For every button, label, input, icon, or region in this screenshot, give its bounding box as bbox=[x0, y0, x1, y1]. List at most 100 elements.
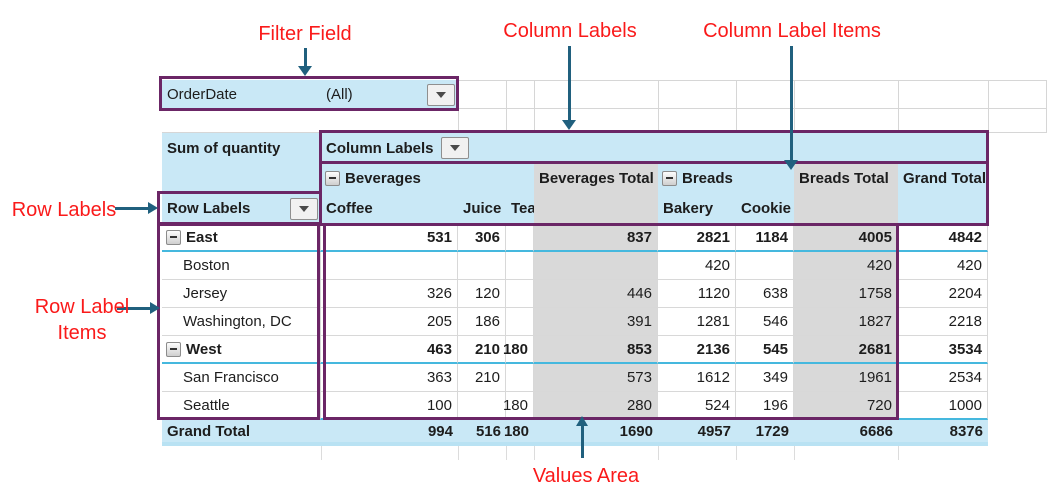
column-group-breads-total[interactable]: Breads Total bbox=[794, 163, 898, 193]
cell-jersey-grand-total[interactable]: 2204 bbox=[898, 280, 988, 308]
grand-total-row-label[interactable]: Grand Total bbox=[162, 420, 321, 446]
cell-grandtotal-tea[interactable]: 180 bbox=[504, 420, 534, 446]
cell-washington-coffee[interactable]: 205 bbox=[321, 308, 458, 336]
empty-header-cell[interactable] bbox=[534, 193, 658, 224]
column-item-coffee[interactable]: Coffee bbox=[321, 193, 458, 224]
cell-jersey-coffee[interactable]: 326 bbox=[321, 280, 458, 308]
cell-seattle-coffee[interactable]: 100 bbox=[321, 392, 458, 420]
cell-seattle-bakery[interactable]: 524 bbox=[658, 392, 736, 420]
cell-grandtotal-cookie[interactable]: 1729 bbox=[736, 420, 794, 446]
cell-sf-juice[interactable]: 210 bbox=[458, 364, 506, 392]
cell-washington-grand-total[interactable]: 2218 bbox=[898, 308, 988, 336]
row-labels-dropdown-button[interactable] bbox=[290, 197, 318, 220]
cell-grandtotal-beverages-total[interactable]: 1690 bbox=[534, 420, 658, 446]
cell-jersey-bakery[interactable]: 1120 bbox=[658, 280, 736, 308]
row-item-west[interactable]: West bbox=[162, 336, 321, 364]
column-labels-header-cell[interactable]: Column Labels bbox=[321, 133, 988, 163]
cell-boston-beverages-total[interactable] bbox=[534, 252, 658, 280]
cell-west-coffee[interactable]: 463 bbox=[321, 336, 458, 364]
cell-sf-bakery[interactable]: 1612 bbox=[658, 364, 736, 392]
cell-washington-cookie[interactable]: 546 bbox=[736, 308, 794, 336]
collapse-icon[interactable] bbox=[662, 170, 677, 186]
cell-grandtotal-bakery[interactable]: 4957 bbox=[658, 420, 736, 446]
cell-sf-coffee[interactable]: 363 bbox=[321, 364, 458, 392]
row-item-jersey[interactable]: Jersey bbox=[162, 280, 321, 308]
cell-seattle-grand-total[interactable]: 1000 bbox=[898, 392, 988, 420]
cell-grandtotal-breads-total[interactable]: 6686 bbox=[794, 420, 898, 446]
cell-boston-coffee[interactable] bbox=[321, 252, 458, 280]
cell-seattle-breads-total[interactable]: 720 bbox=[794, 392, 898, 420]
row-item-east[interactable]: East bbox=[162, 224, 321, 252]
cell-sf-cookie[interactable]: 349 bbox=[736, 364, 794, 392]
cell-seattle-tea[interactable]: 180 bbox=[503, 392, 534, 420]
cell-jersey-juice[interactable]: 120 bbox=[458, 280, 506, 308]
cell-grandtotal-coffee[interactable]: 994 bbox=[321, 420, 458, 446]
empty-header-cell[interactable] bbox=[794, 193, 898, 224]
row-item-seattle[interactable]: Seattle bbox=[162, 392, 321, 420]
cell-east-breads-total[interactable]: 4005 bbox=[794, 224, 898, 252]
cell-west-juice[interactable]: 210 bbox=[458, 336, 506, 364]
cell-washington-beverages-total[interactable]: 391 bbox=[534, 308, 658, 336]
cell-west-grand-total[interactable]: 3534 bbox=[898, 336, 988, 364]
cell-east-juice[interactable]: 306 bbox=[458, 224, 506, 252]
cell-boston-grand-total[interactable]: 420 bbox=[898, 252, 988, 280]
empty-header-cell[interactable] bbox=[162, 163, 321, 193]
cell-west-tea[interactable]: 180 bbox=[503, 336, 534, 364]
gridline bbox=[658, 80, 659, 133]
column-item-bakery[interactable]: Bakery bbox=[658, 193, 736, 224]
cell-washington-juice[interactable]: 186 bbox=[458, 308, 506, 336]
cell-east-grand-total[interactable]: 4842 bbox=[898, 224, 988, 252]
column-labels-dropdown-button[interactable] bbox=[440, 137, 469, 159]
filter-field-cell[interactable]: OrderDate bbox=[162, 80, 321, 109]
cell-east-beverages-total[interactable]: 837 bbox=[534, 224, 658, 252]
column-group-grand-total[interactable]: Grand Total bbox=[898, 163, 988, 193]
cell-west-beverages-total[interactable]: 853 bbox=[534, 336, 658, 364]
row-labels-header-cell[interactable]: Row Labels bbox=[162, 193, 321, 224]
cell-jersey-cookie[interactable]: 638 bbox=[736, 280, 794, 308]
cell-east-bakery[interactable]: 2821 bbox=[658, 224, 736, 252]
cell-seattle-beverages-total[interactable]: 280 bbox=[534, 392, 658, 420]
cell-sf-grand-total[interactable]: 2534 bbox=[898, 364, 988, 392]
column-group-beverages[interactable]: Beverages bbox=[321, 163, 534, 193]
collapse-icon[interactable] bbox=[325, 170, 340, 186]
cell-sf-breads-total[interactable]: 1961 bbox=[794, 364, 898, 392]
cell-west-breads-total[interactable]: 2681 bbox=[794, 336, 898, 364]
gridline bbox=[321, 446, 322, 460]
cell-jersey-beverages-total[interactable]: 446 bbox=[534, 280, 658, 308]
cell-boston-bakery[interactable]: 420 bbox=[658, 252, 736, 280]
collapse-icon[interactable] bbox=[166, 341, 181, 357]
cell-boston-breads-total[interactable]: 420 bbox=[794, 252, 898, 280]
cell-east-coffee[interactable]: 531 bbox=[321, 224, 458, 252]
cell-grandtotal-juice[interactable]: 516 bbox=[458, 420, 506, 446]
cell-west-cookie[interactable]: 545 bbox=[736, 336, 794, 364]
column-group-breads[interactable]: Breads bbox=[658, 163, 794, 193]
column-item-tea[interactable]: Tea bbox=[506, 193, 536, 224]
cell-grandtotal-grand-total[interactable]: 8376 bbox=[898, 420, 988, 446]
row-item-san-francisco[interactable]: San Francisco bbox=[162, 364, 321, 392]
cell-washington-tea[interactable] bbox=[506, 308, 534, 336]
cell-sf-tea[interactable] bbox=[506, 364, 534, 392]
values-field-header-cell[interactable]: Sum of quantity bbox=[162, 133, 321, 163]
column-item-juice[interactable]: Juice bbox=[458, 193, 506, 224]
empty-header-cell[interactable] bbox=[898, 193, 988, 224]
cell-east-cookie[interactable]: 1184 bbox=[736, 224, 794, 252]
cell-seattle-juice[interactable] bbox=[458, 392, 506, 420]
cell-boston-juice[interactable] bbox=[458, 252, 506, 280]
cell-washington-bakery[interactable]: 1281 bbox=[658, 308, 736, 336]
cell-washington-breads-total[interactable]: 1827 bbox=[794, 308, 898, 336]
cell-sf-beverages-total[interactable]: 573 bbox=[534, 364, 658, 392]
cell-east-tea[interactable] bbox=[506, 224, 534, 252]
cell-seattle-cookie[interactable]: 196 bbox=[736, 392, 794, 420]
cell-jersey-tea[interactable] bbox=[506, 280, 534, 308]
filter-dropdown-button[interactable] bbox=[427, 83, 455, 106]
column-group-beverages-total[interactable]: Beverages Total bbox=[534, 163, 658, 193]
cell-boston-cookie[interactable] bbox=[736, 252, 794, 280]
row-item-washington-dc[interactable]: Washington, DC bbox=[162, 308, 321, 336]
column-item-cookie[interactable]: Cookie bbox=[736, 193, 794, 224]
cell-boston-tea[interactable] bbox=[506, 252, 534, 280]
row-item-boston[interactable]: Boston bbox=[162, 252, 321, 280]
cell-west-bakery[interactable]: 2136 bbox=[658, 336, 736, 364]
filter-value-cell[interactable]: (All) bbox=[321, 80, 458, 109]
collapse-icon[interactable] bbox=[166, 229, 181, 245]
cell-jersey-breads-total[interactable]: 1758 bbox=[794, 280, 898, 308]
